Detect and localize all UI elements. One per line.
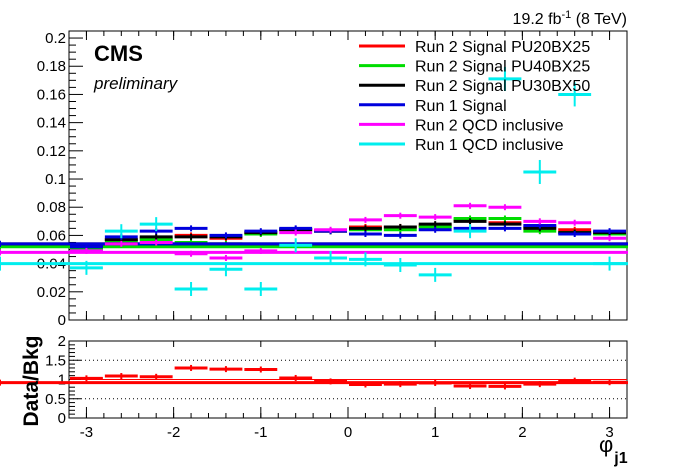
ratio-y-tick-label: 0.5	[45, 391, 66, 408]
preliminary-label: preliminary	[93, 74, 179, 93]
ratio-y-tick-label: 1	[58, 372, 66, 389]
ratio-x-tick-label: 0	[344, 424, 352, 441]
main-y-axis: 00.020.040.060.080.10.120.140.160.180.2	[37, 30, 628, 329]
main-y-tick-label: 0.18	[37, 58, 66, 75]
main-y-tick-label: 0.2	[45, 30, 66, 47]
main-series-group	[0, 66, 628, 296]
main-y-tick-label: 0.1	[45, 171, 66, 188]
ratio-x-tick-label: -2	[167, 424, 180, 441]
lumi-label: 19.2 fb-1 (8 TeV)	[513, 9, 627, 28]
legend-entry: Run 1 QCD inclusive	[415, 137, 564, 154]
main-y-tick-label: 0.16	[37, 86, 66, 103]
ratio-x-tick-label: 2	[518, 424, 526, 441]
main-y-tick-label: 0.02	[37, 284, 66, 301]
ratio-y-label: Data/Bkg	[20, 335, 43, 426]
x-axis-label: φj1	[599, 432, 628, 467]
ratio-series-0	[0, 364, 628, 390]
legend-entry: Run 2 Signal PU40BX25	[415, 59, 590, 76]
main-y-tick-label: 0.14	[37, 115, 66, 132]
ratio-series-group	[0, 364, 628, 390]
legend-entry: Run 2 Signal PU30BX50	[415, 78, 590, 95]
legend-entry: Run 2 QCD inclusive	[415, 117, 564, 134]
ratio-axes: 0 0.5 1 1.5 2 -3 -2 -1 0 1 2 3	[45, 333, 628, 441]
ratio-plot-frame	[68, 340, 628, 419]
cms-label: CMS	[94, 41, 143, 66]
series-5	[0, 66, 628, 296]
legend: Run 2 Signal PU20BX25 Run 2 Signal PU40BX…	[359, 39, 590, 154]
ratio-y-tick-label: 1.5	[45, 352, 66, 369]
ratio-x-tick-label: 1	[431, 424, 439, 441]
ratio-y-tick-label: 0	[58, 410, 66, 427]
main-y-tick-label: 0	[58, 312, 66, 329]
ratio-y-tick-label: 2	[58, 333, 66, 350]
main-y-tick-label: 0.08	[37, 199, 66, 216]
legend-entry: Run 1 Signal	[415, 98, 507, 115]
main-y-tick-label: 0.12	[37, 143, 66, 160]
main-y-tick-label: 0.06	[37, 227, 66, 244]
ratio-x-tick-label: -1	[254, 424, 267, 441]
ratio-x-tick-label: 3	[605, 424, 613, 441]
ratio-x-tick-label: -3	[80, 424, 93, 441]
legend-entry: Run 2 Signal PU20BX25	[415, 39, 590, 56]
series-4	[0, 202, 628, 261]
